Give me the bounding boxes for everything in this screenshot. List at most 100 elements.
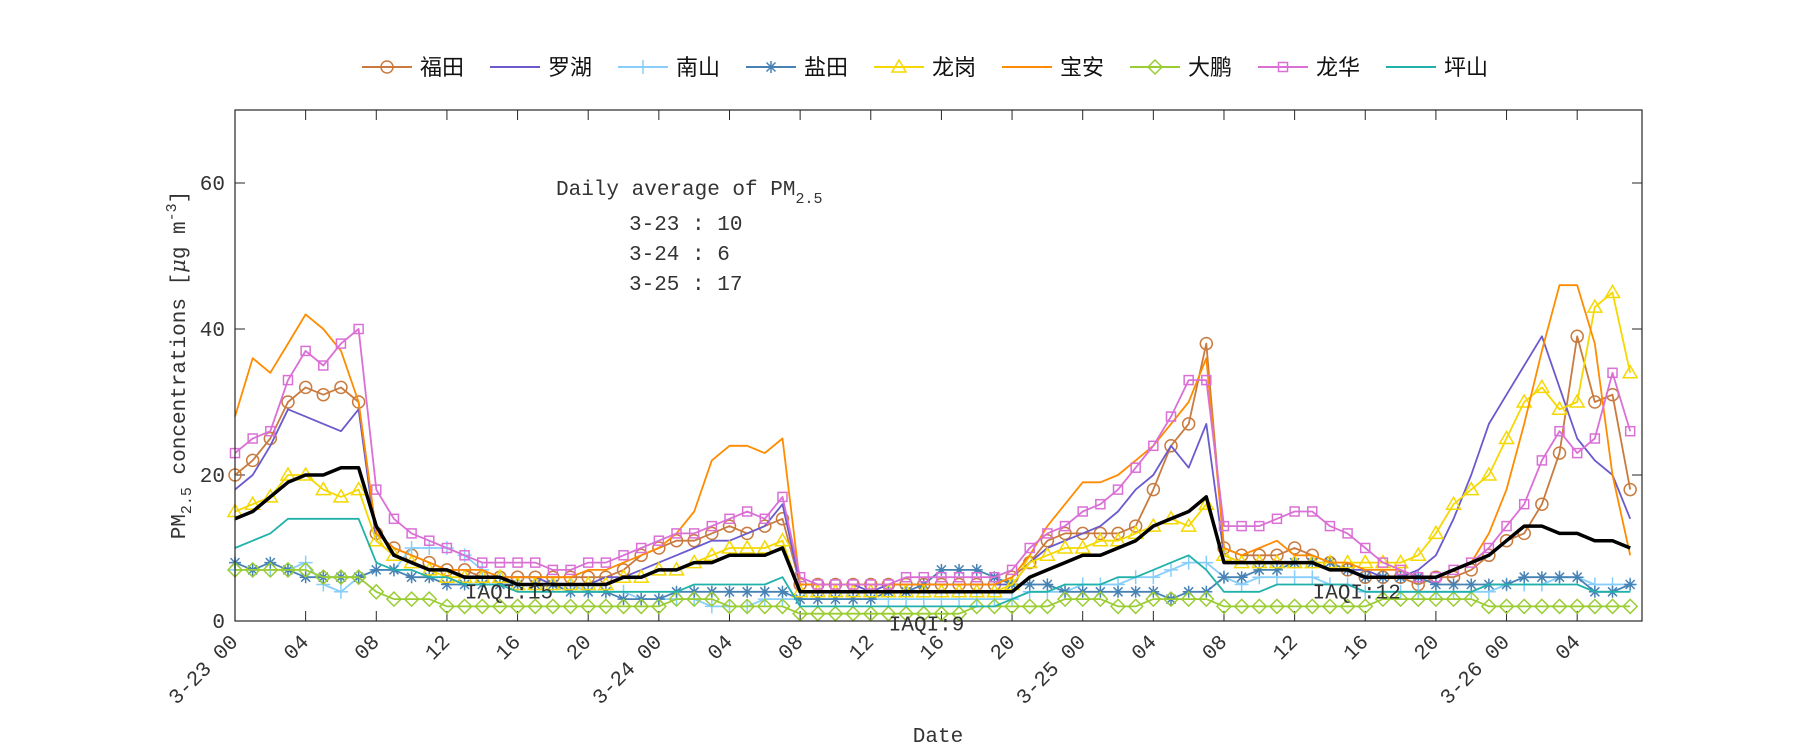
legend-label: 盐田 <box>804 56 848 81</box>
marker <box>282 374 294 386</box>
marker <box>371 484 382 495</box>
marker <box>1501 520 1512 532</box>
series-line <box>234 328 1632 586</box>
annotation-line: 3-25 : 17 <box>629 274 742 297</box>
marker <box>847 579 859 590</box>
series-line <box>234 517 1631 608</box>
marker <box>547 564 559 576</box>
marker <box>776 585 789 598</box>
marker <box>1042 528 1053 539</box>
marker <box>335 338 347 349</box>
marker <box>635 542 647 554</box>
marker <box>1533 378 1551 394</box>
marker <box>262 561 279 578</box>
marker <box>350 481 367 496</box>
marker <box>1377 557 1389 568</box>
marker <box>1569 598 1586 615</box>
x-tick-label: 16 <box>1340 632 1374 666</box>
x-tick-label: 08 <box>775 632 809 666</box>
marker <box>934 592 949 607</box>
marker <box>1003 576 1021 591</box>
marker <box>406 528 417 539</box>
marker <box>1571 571 1584 584</box>
marker <box>1447 578 1460 591</box>
marker <box>971 571 982 583</box>
x-tick-label: 20 <box>563 632 597 666</box>
legend-label: 坪山 <box>1444 56 1488 81</box>
marker <box>968 598 985 615</box>
marker <box>1586 298 1604 313</box>
series-line <box>235 569 1631 615</box>
marker <box>1462 481 1480 496</box>
y-label-part: concentrations [ <box>169 273 192 487</box>
marker <box>706 520 718 532</box>
marker <box>1146 482 1161 497</box>
marker <box>527 598 544 615</box>
marker <box>1164 439 1178 453</box>
series-line <box>234 465 1631 594</box>
marker <box>422 541 437 555</box>
marker <box>1021 554 1039 569</box>
marker <box>1233 598 1250 615</box>
marker <box>1146 58 1164 76</box>
marker <box>1623 482 1637 497</box>
marker <box>1427 591 1444 608</box>
marker <box>1021 598 1038 615</box>
marker <box>1480 598 1497 615</box>
marker <box>936 571 947 583</box>
marker <box>935 563 948 576</box>
marker <box>740 526 754 541</box>
marker <box>634 548 648 563</box>
marker <box>686 591 703 608</box>
marker <box>491 598 508 615</box>
legend-label: 大鹏 <box>1188 56 1232 81</box>
marker <box>1570 329 1584 344</box>
marker <box>562 598 579 615</box>
x-tick-label: 04 <box>1552 632 1586 666</box>
marker <box>1356 554 1374 569</box>
marker <box>741 585 754 598</box>
marker <box>1321 598 1339 615</box>
marker <box>1127 524 1144 540</box>
marker <box>494 557 506 568</box>
marker <box>438 568 456 583</box>
marker <box>759 513 771 525</box>
marker <box>1621 364 1639 379</box>
marker <box>1482 548 1496 563</box>
marker <box>367 532 385 547</box>
marker <box>385 546 403 562</box>
marker <box>650 598 667 615</box>
marker <box>1588 395 1602 409</box>
marker <box>370 563 383 576</box>
x-tick-label: 12 <box>422 632 456 666</box>
marker <box>723 585 736 598</box>
marker <box>600 557 612 568</box>
marker <box>405 571 418 584</box>
marker <box>244 561 261 578</box>
marker <box>247 433 258 444</box>
marker <box>1480 466 1498 481</box>
marker <box>1092 591 1109 608</box>
marker <box>1181 417 1196 431</box>
marker <box>582 557 594 568</box>
legend-item: 龙岗 <box>874 56 976 81</box>
marker <box>332 488 350 503</box>
marker <box>989 571 1000 583</box>
marker <box>741 506 753 517</box>
marker <box>1180 517 1197 532</box>
y-axis-label: PM2.5 concentrations [μg m-3] <box>164 191 196 540</box>
marker <box>245 453 260 468</box>
marker <box>279 466 297 481</box>
marker <box>1342 528 1353 539</box>
marker <box>1339 554 1356 569</box>
marker <box>830 579 841 590</box>
marker <box>1305 570 1320 585</box>
plot-frame <box>234 109 1643 622</box>
marker <box>738 539 756 554</box>
marker <box>1023 578 1036 591</box>
x-tick-label: 04 <box>704 632 738 666</box>
marker <box>953 571 965 583</box>
marker <box>1307 506 1318 517</box>
marker <box>456 598 473 615</box>
marker <box>1624 578 1637 591</box>
